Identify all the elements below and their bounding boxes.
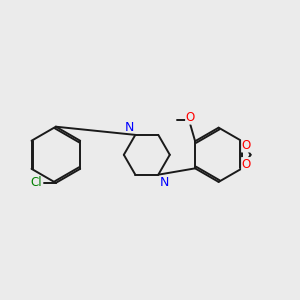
- Text: Cl: Cl: [31, 176, 42, 189]
- Text: O: O: [242, 158, 251, 171]
- Text: O: O: [242, 139, 251, 152]
- Text: O: O: [186, 111, 195, 124]
- Text: N: N: [160, 176, 169, 189]
- Text: N: N: [125, 121, 134, 134]
